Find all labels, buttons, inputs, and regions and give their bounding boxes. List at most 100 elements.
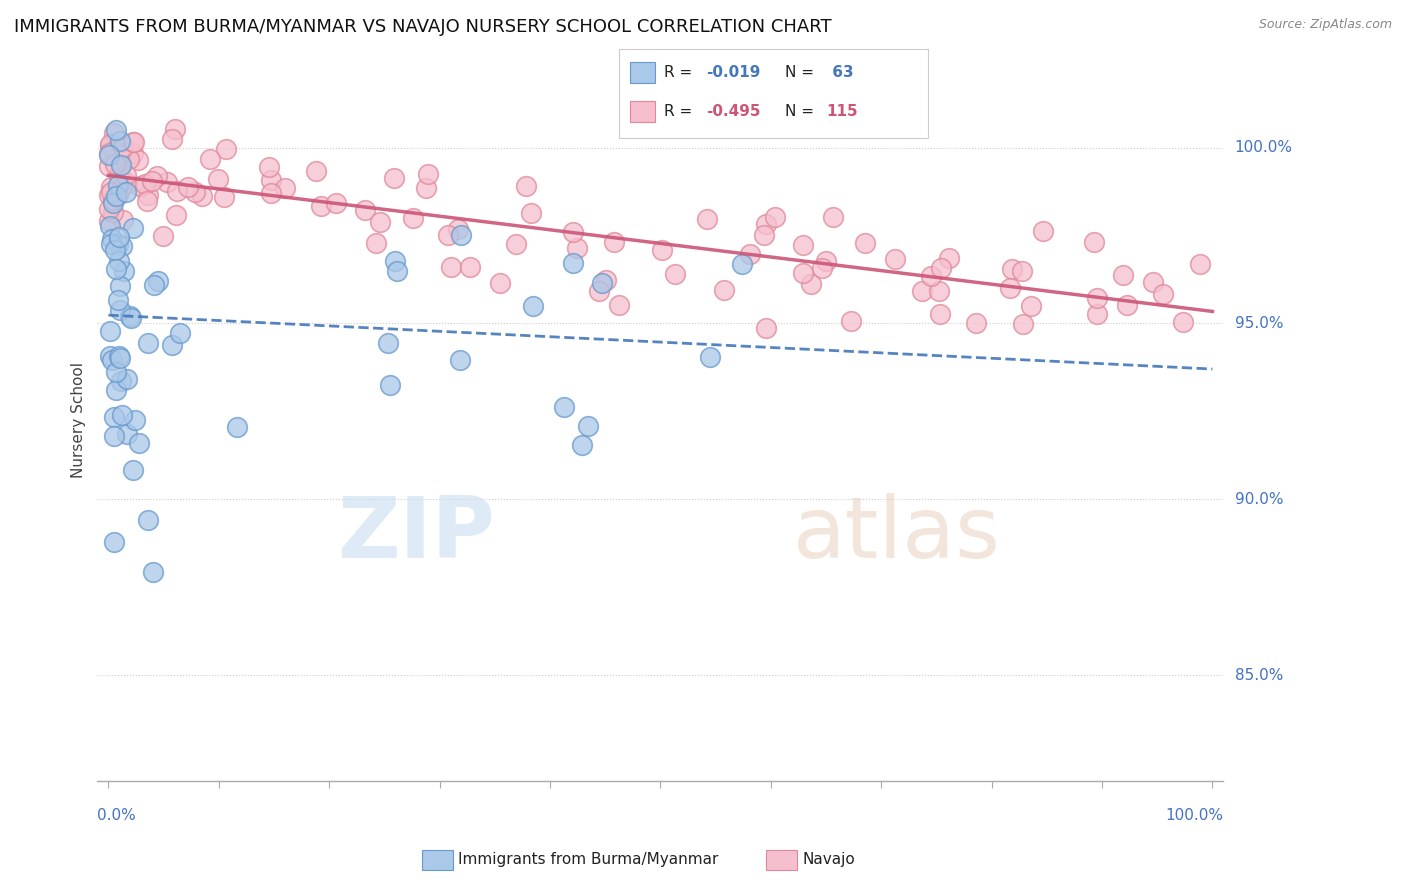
Point: [124, 413, 146, 427]
Point: [384, 254, 406, 268]
Point: [402, 211, 425, 225]
Point: [115, 168, 138, 182]
Point: [128, 435, 150, 450]
Point: [107, 188, 129, 202]
Point: [118, 309, 141, 323]
Point: [115, 426, 138, 441]
Point: [191, 189, 214, 203]
Point: [920, 268, 942, 283]
Text: -0.019: -0.019: [706, 65, 761, 79]
Point: [212, 190, 235, 204]
Text: -0.495: -0.495: [706, 104, 761, 119]
Point: [911, 284, 934, 298]
Point: [100, 180, 122, 194]
Point: [738, 247, 761, 261]
Point: [98, 139, 121, 153]
Point: [108, 279, 131, 293]
Point: [883, 252, 905, 266]
Point: [152, 228, 174, 243]
Point: [449, 353, 471, 368]
Point: [696, 211, 718, 226]
Point: [1019, 300, 1042, 314]
Point: [110, 374, 132, 388]
Point: [103, 127, 125, 141]
Point: [1116, 298, 1139, 312]
Point: [100, 186, 122, 200]
Point: [364, 235, 387, 250]
Point: [120, 310, 142, 325]
Point: [143, 277, 166, 292]
Point: [591, 277, 613, 291]
Point: [562, 225, 585, 239]
Point: [146, 274, 169, 288]
Point: [260, 173, 283, 187]
Point: [378, 378, 401, 392]
Point: [1152, 286, 1174, 301]
Point: [127, 153, 149, 168]
Point: [823, 210, 845, 224]
Point: [98, 159, 121, 173]
Point: [160, 132, 183, 146]
Point: [100, 236, 122, 251]
Point: [437, 227, 460, 242]
Point: [839, 314, 862, 328]
Point: [97, 148, 120, 162]
Text: N =: N =: [785, 104, 818, 119]
Point: [105, 261, 128, 276]
Point: [309, 199, 332, 213]
Point: [553, 400, 575, 414]
Point: [561, 256, 583, 270]
Point: [118, 153, 141, 167]
Point: [107, 293, 129, 307]
Point: [108, 148, 131, 162]
Point: [97, 214, 120, 228]
Point: [136, 513, 159, 527]
Point: [97, 187, 120, 202]
Point: [198, 153, 221, 167]
Point: [107, 230, 129, 244]
Text: 100.0%: 100.0%: [1166, 808, 1223, 823]
Text: Navajo: Navajo: [803, 853, 856, 867]
Point: [929, 307, 952, 321]
Text: IMMIGRANTS FROM BURMA/MYANMAR VS NAVAJO NURSERY SCHOOL CORRELATION CHART: IMMIGRANTS FROM BURMA/MYANMAR VS NAVAJO …: [14, 18, 832, 36]
Point: [112, 139, 135, 153]
Point: [938, 252, 960, 266]
Point: [257, 160, 280, 174]
Point: [1000, 281, 1022, 295]
Point: [929, 261, 952, 276]
Text: Source: ZipAtlas.com: Source: ZipAtlas.com: [1258, 18, 1392, 31]
Point: [122, 146, 145, 161]
Point: [1142, 275, 1164, 289]
Text: 63: 63: [827, 65, 853, 79]
Point: [108, 349, 131, 363]
Text: 85.0%: 85.0%: [1234, 668, 1282, 682]
Text: 115: 115: [827, 104, 858, 119]
Text: Immigrants from Burma/Myanmar: Immigrants from Burma/Myanmar: [458, 853, 718, 867]
Point: [111, 180, 134, 194]
Point: [664, 268, 686, 282]
Point: [104, 157, 127, 171]
Point: [588, 284, 610, 298]
Point: [177, 180, 200, 194]
Point: [811, 260, 834, 275]
Point: [136, 336, 159, 351]
Point: [1001, 262, 1024, 277]
Point: [792, 238, 814, 252]
Point: [755, 218, 778, 232]
Point: [571, 438, 593, 452]
Point: [607, 298, 630, 312]
Point: [110, 351, 132, 366]
Point: [134, 177, 156, 191]
Point: [522, 299, 544, 313]
Point: [128, 179, 150, 194]
Point: [98, 202, 121, 216]
Point: [98, 219, 121, 234]
Point: [98, 349, 121, 363]
Point: [108, 303, 131, 318]
Point: [163, 121, 186, 136]
Point: [731, 257, 754, 271]
Y-axis label: Nursery School: Nursery School: [72, 362, 86, 478]
Text: 0.0%: 0.0%: [97, 808, 136, 823]
Point: [416, 167, 439, 181]
Point: [215, 142, 238, 156]
